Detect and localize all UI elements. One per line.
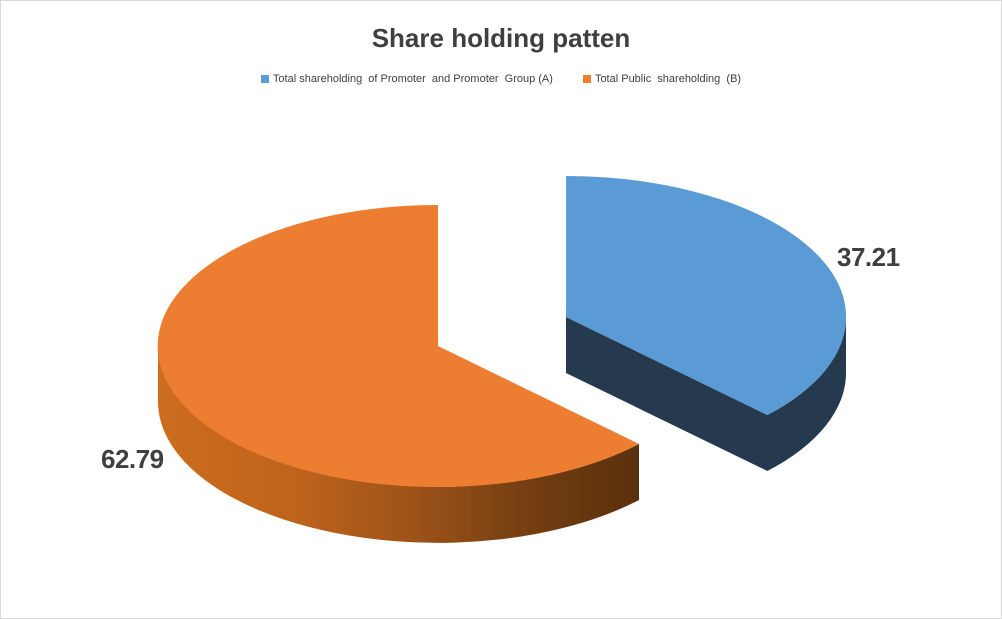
legend: Total shareholding of Promoter and Promo… (1, 73, 1001, 85)
chart-title: Share holding patten (371, 23, 631, 53)
pie-slice-promoter[interactable] (566, 176, 847, 415)
legend-label-public: Total Public shareholding (B) (594, 73, 742, 85)
pie-slice-public-side (158, 346, 639, 543)
legend-label-promoter: Total shareholding of Promoter and Promo… (272, 73, 553, 85)
legend-swatch-blue-icon (260, 75, 269, 83)
pie-slice-promoter-side (566, 317, 846, 471)
legend-item-public[interactable]: Total Public shareholding (B) (582, 73, 742, 85)
legend-item-promoter[interactable]: Total shareholding of Promoter and Promo… (260, 73, 553, 85)
data-label-public: 62.79 (101, 444, 164, 474)
data-label-promoter: 37.21 (837, 242, 900, 272)
legend-swatch-orange-icon (582, 75, 591, 83)
pie-slice-public[interactable] (157, 204, 639, 487)
